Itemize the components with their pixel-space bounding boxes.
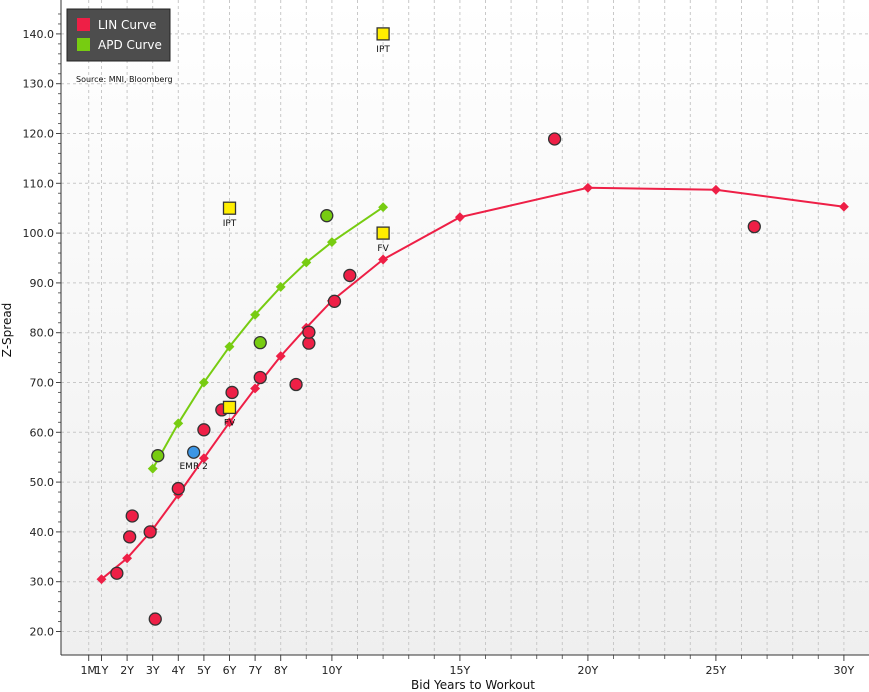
lin-bond-point (225, 385, 239, 400)
new-issue-label: IPT (223, 219, 237, 229)
new-issue-label: FV (377, 244, 389, 254)
lin-curve-point (250, 383, 261, 394)
x-tick-label: 6Y (223, 664, 237, 677)
apd-bond-point (320, 209, 334, 223)
new-issue-label: IPT (376, 45, 390, 55)
lin-bond-point (343, 268, 357, 283)
x-tick-label: 15Y (450, 664, 471, 677)
y-tick-label: 70.0 (30, 377, 55, 390)
x-tick-label: 30Y (834, 664, 855, 677)
grid (61, 0, 869, 655)
lin-curve-point (198, 453, 209, 464)
x-tick-label: 5Y (197, 664, 211, 677)
apd-curve-point (173, 418, 184, 429)
y-tick-label: 40.0 (30, 526, 55, 539)
x-axis-title: Bid Years to Workout (411, 678, 535, 692)
y-tick-label: 80.0 (30, 327, 55, 340)
lin-bond-point (747, 219, 761, 234)
lin-bond-point (123, 530, 137, 544)
legend-box (66, 8, 171, 62)
lin-bond-point (197, 423, 211, 437)
x-tick-label: 1M (80, 664, 97, 677)
x-tick-label: 20Y (578, 664, 599, 677)
y-tick-label: 50.0 (30, 476, 55, 489)
apd-curve-point (198, 377, 209, 388)
lin-curve-point (96, 574, 107, 585)
axes: 20.0 30.0 40.0 50.0 60.0 70.0 80.0 90.0 100.0 110… (23, 0, 869, 677)
y-tick-label: 20.0 (30, 626, 55, 639)
y-tick-label: 100.0 (23, 227, 55, 240)
bond-points (110, 27, 761, 626)
lin-curve-point (454, 212, 465, 223)
lin-bond-point (143, 525, 157, 539)
plot-background (61, 0, 869, 655)
x-tick-label: 4Y (171, 664, 185, 677)
apd-curve-point (301, 257, 312, 268)
apd-bond-point (253, 336, 267, 350)
y-tick-label: 120.0 (23, 128, 55, 141)
y-tick-label: 130.0 (23, 78, 55, 91)
new-issue-point (376, 226, 390, 240)
new-issue-point (376, 27, 390, 41)
lin-bond-point (171, 481, 185, 496)
lin-bond-point (289, 377, 303, 392)
x-tick-label: 1Y (95, 664, 109, 677)
new-issue-label: FV (224, 418, 236, 428)
apd-curve-point (275, 281, 286, 292)
lin-bond-point (302, 325, 316, 339)
legend-swatch-lin (77, 18, 90, 31)
emr-bond-label: EMR 2 (180, 462, 208, 472)
y-tick-label: 110.0 (23, 177, 55, 190)
emr-bond-point (187, 445, 201, 459)
apd-curve-point (378, 202, 389, 213)
apd-curve-point (224, 341, 235, 352)
x-tick-label: 8Y (274, 664, 288, 677)
y-axis-title: Z-Spread (0, 303, 14, 358)
annotations: EMR 2 IPT IPT FV FV (180, 45, 391, 472)
x-tick-label: 2Y (120, 664, 134, 677)
lin-bond-point (327, 294, 342, 308)
x-tick-label: 7Y (248, 664, 262, 677)
lin-bond-point (302, 336, 316, 350)
legend: LIN Curve APD Curve (66, 8, 171, 62)
lin-bond-point (547, 132, 562, 146)
legend-label-apd: APD Curve (98, 38, 162, 52)
y-tick-label: 90.0 (30, 277, 55, 290)
lin-bond-point (253, 370, 267, 385)
apd-curve-point (326, 237, 337, 248)
y-tick-label: 60.0 (30, 426, 55, 439)
apd-curve-point (147, 463, 158, 474)
lin-bond-point (148, 612, 162, 626)
x-tick-label: 25Y (706, 664, 727, 677)
x-tick-label: 10Y (322, 664, 343, 677)
source-note: Source: MNI, Bloomberg (76, 75, 173, 84)
apd-curve-point (250, 309, 261, 320)
apd-bond-point (151, 449, 165, 463)
x-tick-label: 3Y (146, 664, 160, 677)
lin-curve-point (275, 351, 286, 362)
legend-swatch-apd (77, 38, 90, 51)
lin-bond-point (110, 566, 124, 580)
new-issue-point (222, 201, 237, 215)
lin-curve-point (838, 201, 849, 212)
y-tick-label: 140.0 (23, 28, 55, 41)
legend-label-lin: LIN Curve (98, 18, 156, 32)
lin-bond-point (125, 509, 139, 523)
lin-curve-point (224, 417, 235, 428)
y-tick-label: 30.0 (30, 576, 55, 589)
new-issue-point (222, 400, 237, 415)
